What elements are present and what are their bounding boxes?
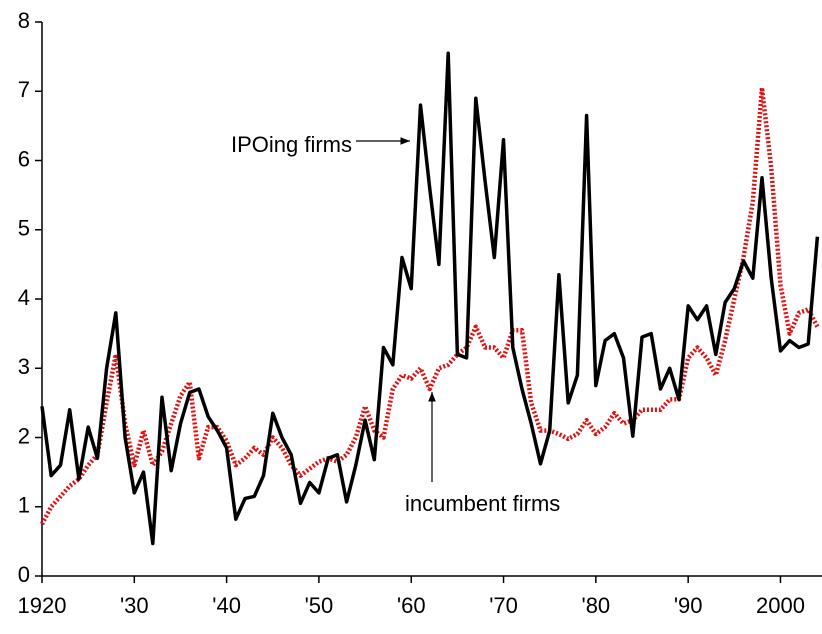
plot-area bbox=[40, 51, 820, 546]
x-tick-label: '90 bbox=[674, 593, 703, 618]
y-tick-label: 7 bbox=[18, 77, 30, 102]
x-tick-label: 1920 bbox=[18, 593, 67, 618]
annotation: incumbent firms bbox=[405, 491, 560, 516]
y-tick-label: 6 bbox=[18, 146, 30, 171]
x-tick-label: '60 bbox=[397, 593, 426, 618]
x-tick-label: '70 bbox=[489, 593, 518, 618]
y-tick-label: 5 bbox=[18, 216, 30, 241]
y-tick-label: 1 bbox=[18, 493, 30, 518]
x-tick-label: '30 bbox=[120, 593, 149, 618]
annotation: IPOing firms bbox=[231, 132, 352, 157]
series-line bbox=[40, 85, 820, 526]
x-tick-label: 2000 bbox=[756, 593, 805, 618]
y-tick-label: 0 bbox=[18, 562, 30, 587]
x-tick-label: '50 bbox=[305, 593, 334, 618]
x-tick-label: '40 bbox=[212, 593, 241, 618]
y-tick-label: 4 bbox=[18, 285, 30, 310]
y-tick-label: 8 bbox=[18, 8, 30, 33]
series-line bbox=[40, 51, 820, 546]
y-tick-label: 2 bbox=[18, 423, 30, 448]
y-tick-label: 3 bbox=[18, 354, 30, 379]
x-tick-label: '80 bbox=[582, 593, 611, 618]
